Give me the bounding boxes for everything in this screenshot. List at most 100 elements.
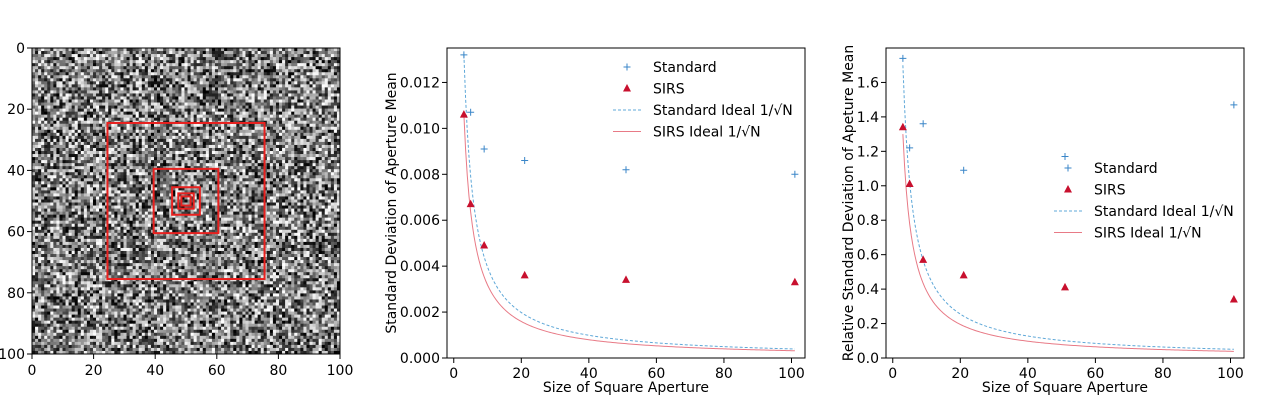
image-pixel [50, 111, 54, 115]
image-pixel [233, 187, 237, 191]
image-pixel [275, 90, 280, 94]
image-pixel [294, 108, 298, 112]
image-pixel [321, 57, 326, 61]
image-pixel [126, 96, 130, 100]
image-pixel [294, 111, 298, 115]
image-pixel [233, 178, 237, 182]
image-pixel [138, 75, 143, 79]
image-pixel [141, 172, 146, 176]
image-pixel [221, 99, 225, 103]
image-pixel [32, 154, 36, 158]
image-pixel [163, 87, 167, 91]
image-pixel [306, 135, 310, 140]
image-pixel [330, 181, 335, 185]
image-pixel [123, 160, 127, 164]
image-pixel [71, 135, 76, 140]
image-pixel [205, 147, 210, 152]
image-pixel [166, 157, 170, 161]
image-pixel [135, 78, 140, 82]
image-pixel [202, 178, 207, 182]
image-pixel [160, 178, 164, 182]
image-pixel [83, 120, 88, 125]
image-pixel [202, 144, 207, 149]
image-pixel [218, 99, 222, 103]
image-pixel [288, 169, 292, 173]
image-pixel [306, 190, 310, 194]
image-pixel [123, 193, 127, 197]
image-pixel [153, 157, 158, 161]
image-pixel [236, 178, 240, 182]
image-pixel [32, 105, 36, 109]
image-pixel [80, 81, 85, 85]
image-pixel [35, 54, 39, 58]
image-pixel [291, 178, 295, 182]
image-pixel [218, 141, 222, 146]
image-pixel [163, 66, 167, 70]
image-pixel [269, 147, 274, 152]
image-pixel [248, 93, 252, 97]
image-pixel [205, 178, 210, 182]
image-pixel [56, 66, 60, 70]
image-pixel [263, 117, 268, 122]
image-pixel [138, 132, 143, 137]
image-pixel [257, 51, 262, 55]
image-pixel [324, 144, 329, 149]
image-pixel [272, 72, 277, 76]
image-pixel [96, 178, 100, 182]
image-pixel [77, 111, 82, 115]
image-pixel [169, 96, 173, 100]
image-pixel [321, 117, 326, 122]
image-pixel [306, 105, 310, 109]
image-pixel [166, 60, 170, 64]
image-pixel [89, 84, 94, 88]
image-pixel [205, 60, 210, 64]
image-pixel [144, 96, 149, 100]
image-pixel [35, 126, 39, 131]
image-pixel [205, 81, 210, 85]
image-pixel [105, 78, 109, 82]
image-pixel [282, 105, 286, 109]
image-pixel [59, 172, 63, 176]
image-pixel [193, 126, 198, 131]
image-pixel [38, 75, 42, 79]
image-pixel [92, 57, 97, 61]
image-pixel [102, 69, 106, 73]
image-pixel [227, 63, 231, 67]
image-pixel [44, 54, 48, 58]
image-pixel [56, 138, 60, 143]
image-pixel [312, 111, 316, 115]
image-pixel [38, 105, 42, 109]
image-pixel [111, 184, 115, 188]
image-pixel [150, 93, 155, 97]
image-pixel [291, 157, 295, 161]
image-pixel [272, 81, 277, 85]
image-pixel [108, 144, 112, 149]
image-pixel [86, 135, 91, 140]
image-pixel [157, 184, 161, 188]
image-pixel [111, 135, 115, 140]
image-pixel [59, 166, 63, 170]
image-pixel [38, 102, 42, 106]
image-pixel [175, 51, 179, 55]
image-pixel [144, 193, 149, 197]
image-pixel [282, 193, 286, 197]
image-pixel [141, 157, 146, 161]
image-pixel [279, 84, 283, 88]
image-pixel [297, 114, 301, 119]
image-pixel [193, 87, 198, 91]
image-pixel [86, 187, 91, 191]
image-pixel [303, 105, 307, 109]
image-pixel [114, 172, 118, 176]
image-pixel [321, 178, 326, 182]
image-pixel [275, 63, 280, 67]
image-pixel [300, 147, 304, 152]
image-pixel [230, 157, 234, 161]
image-pixel [230, 175, 234, 179]
image-pixel [205, 181, 210, 185]
image-pixel [254, 193, 259, 197]
image-pixel [62, 138, 66, 143]
image-pixel [132, 90, 137, 94]
image-pixel [77, 102, 82, 106]
image-pixel [242, 144, 246, 149]
image-pixel [318, 93, 323, 97]
